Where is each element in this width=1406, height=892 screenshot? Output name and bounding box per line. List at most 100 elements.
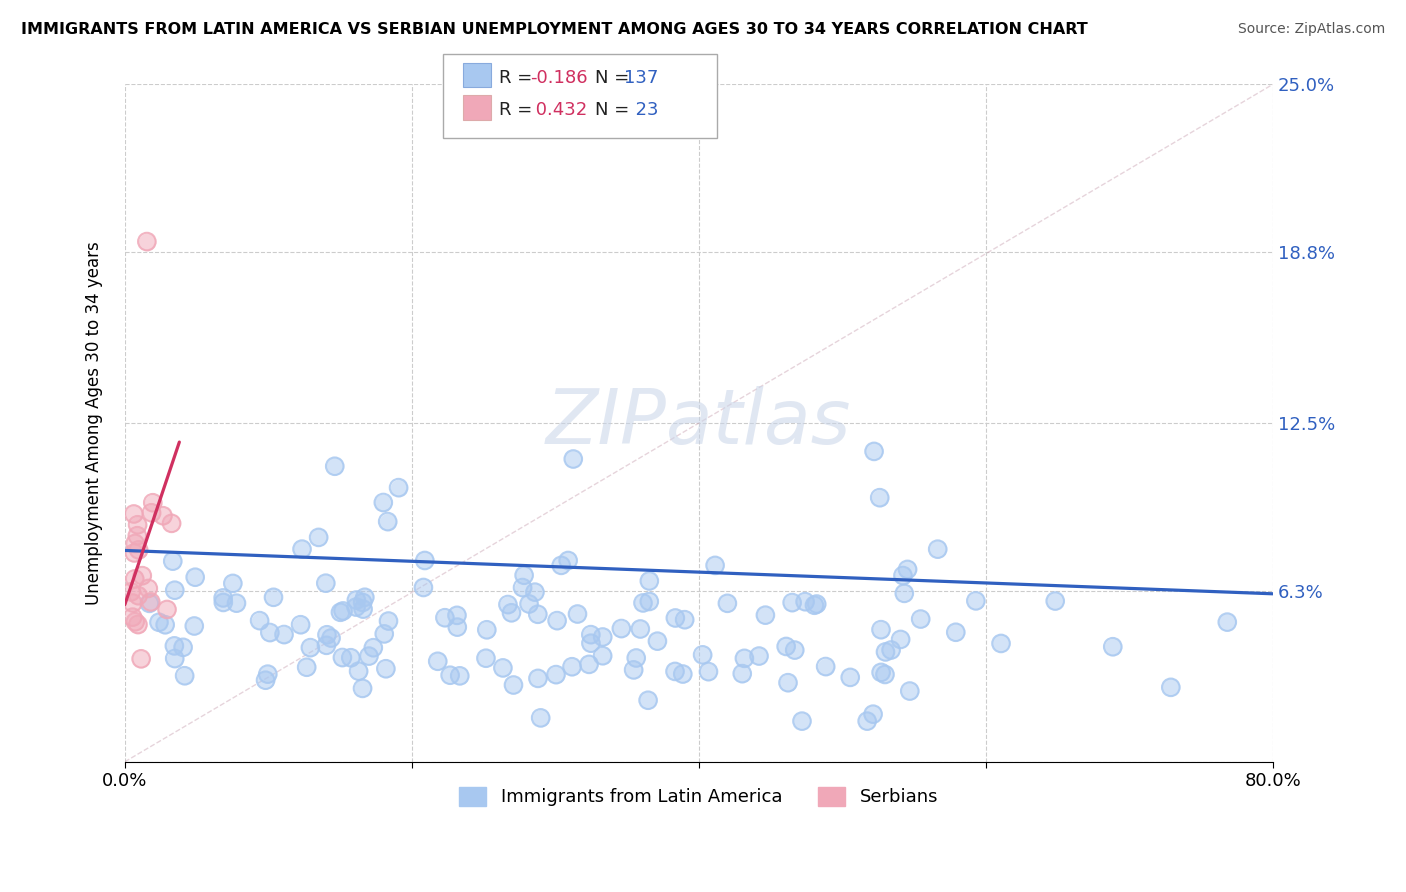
- Point: [124, 572, 146, 586]
- Point: [160, 516, 183, 531]
- Point: [806, 597, 828, 611]
- Point: [638, 574, 661, 588]
- Point: [592, 648, 614, 663]
- Point: [672, 667, 695, 681]
- Point: [512, 581, 534, 595]
- Point: [527, 672, 550, 686]
- Text: 23: 23: [624, 101, 659, 119]
- Point: [148, 615, 170, 630]
- Point: [129, 652, 152, 666]
- Point: [449, 669, 471, 683]
- Point: [1101, 640, 1123, 654]
- Point: [259, 625, 281, 640]
- Point: [373, 495, 395, 509]
- Point: [780, 596, 803, 610]
- Point: [295, 660, 318, 674]
- Point: [373, 627, 395, 641]
- Point: [124, 536, 146, 550]
- Point: [631, 596, 654, 610]
- Point: [839, 670, 862, 684]
- Point: [945, 625, 967, 640]
- Point: [426, 654, 449, 668]
- Point: [893, 586, 915, 600]
- Point: [153, 617, 176, 632]
- Point: [127, 589, 149, 603]
- Point: [873, 667, 896, 681]
- Point: [891, 568, 914, 582]
- Point: [332, 604, 354, 618]
- Point: [363, 640, 385, 655]
- Point: [623, 663, 645, 677]
- Point: [626, 651, 648, 665]
- Point: [315, 638, 337, 652]
- Point: [439, 668, 461, 682]
- Point: [592, 648, 614, 663]
- Point: [131, 568, 153, 582]
- Point: [183, 619, 205, 633]
- Point: [377, 614, 399, 628]
- Point: [856, 714, 879, 728]
- Point: [492, 661, 515, 675]
- Point: [546, 614, 568, 628]
- Point: [579, 627, 602, 641]
- Point: [748, 648, 770, 663]
- Point: [323, 459, 346, 474]
- Point: [122, 507, 145, 521]
- Point: [910, 612, 932, 626]
- Point: [927, 542, 949, 557]
- Point: [875, 645, 897, 659]
- Point: [965, 594, 987, 608]
- Point: [352, 602, 374, 616]
- Point: [124, 615, 146, 629]
- Point: [1216, 615, 1239, 629]
- Point: [299, 640, 322, 655]
- Point: [127, 589, 149, 603]
- Point: [212, 595, 235, 609]
- Y-axis label: Unemployment Among Ages 30 to 34 years: Unemployment Among Ages 30 to 34 years: [86, 241, 103, 605]
- Point: [131, 568, 153, 582]
- Point: [550, 558, 572, 573]
- Point: [173, 669, 195, 683]
- Point: [870, 623, 893, 637]
- Point: [697, 665, 720, 679]
- Point: [592, 630, 614, 644]
- Point: [352, 595, 374, 609]
- Point: [323, 459, 346, 474]
- Point: [794, 595, 817, 609]
- Point: [890, 632, 912, 647]
- Point: [156, 602, 179, 616]
- Point: [172, 640, 194, 655]
- Point: [352, 602, 374, 616]
- Point: [446, 608, 468, 623]
- Point: [896, 562, 918, 576]
- Point: [790, 714, 813, 728]
- Point: [579, 627, 602, 641]
- Point: [160, 516, 183, 531]
- Point: [225, 596, 247, 610]
- Point: [377, 614, 399, 628]
- Point: [222, 576, 245, 591]
- Point: [776, 675, 799, 690]
- Point: [377, 515, 399, 529]
- Point: [578, 657, 600, 672]
- Point: [172, 640, 194, 655]
- Point: [163, 639, 186, 653]
- Point: [927, 542, 949, 557]
- Point: [870, 665, 893, 680]
- Point: [353, 591, 375, 605]
- Point: [496, 598, 519, 612]
- Point: [839, 670, 862, 684]
- Point: [513, 568, 536, 582]
- Point: [163, 583, 186, 598]
- Point: [273, 627, 295, 641]
- Point: [256, 667, 278, 681]
- Point: [492, 661, 515, 675]
- Point: [626, 651, 648, 665]
- Point: [716, 596, 738, 610]
- Point: [347, 664, 370, 678]
- Point: [863, 444, 886, 458]
- Point: [664, 665, 686, 679]
- Point: [225, 596, 247, 610]
- Point: [562, 452, 585, 467]
- Point: [880, 643, 903, 657]
